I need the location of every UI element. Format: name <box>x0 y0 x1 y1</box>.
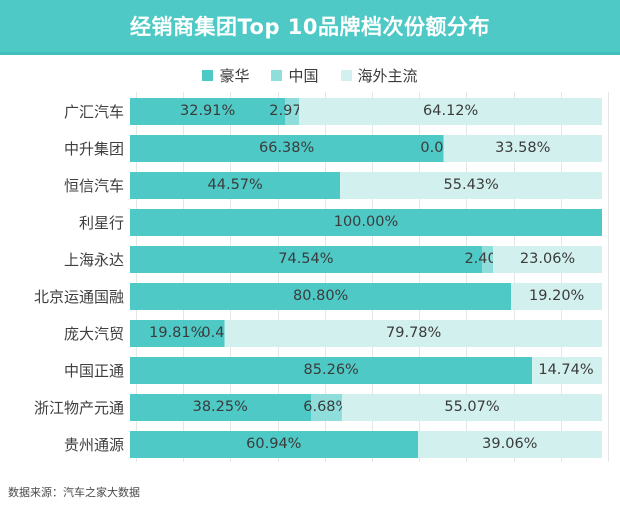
bar-segment[interactable] <box>443 135 602 162</box>
category-label: 庞大汽贸 <box>63 325 124 343</box>
legend-item[interactable]: 中国 <box>271 65 319 86</box>
bar-segment[interactable] <box>225 320 602 347</box>
bar-segment[interactable] <box>223 320 226 347</box>
legend-swatch-icon <box>340 69 352 81</box>
stacked-bar: 66.38%0.04%33.58% <box>130 135 602 162</box>
stacked-bar: 44.57% 55.43% <box>130 172 602 199</box>
bar-segment[interactable] <box>417 431 602 458</box>
category-label: 浙江物产元通 <box>33 399 124 417</box>
bar-segment[interactable] <box>310 394 343 421</box>
bar-row[interactable]: 利星行 100.00% <box>0 209 620 236</box>
stacked-bar: 32.91% 2.97% 64.12% <box>130 98 602 125</box>
bar-row[interactable]: 中国正通 85.26% 14.74% <box>0 357 620 384</box>
bar-segment[interactable] <box>130 357 533 384</box>
bar-segment[interactable] <box>130 394 311 421</box>
bar-segment[interactable] <box>130 320 224 347</box>
category-label: 北京运通国融 <box>33 288 124 306</box>
stacked-bar: 19.81%0.40%79.78% <box>130 320 602 347</box>
bar-segment[interactable] <box>130 246 482 273</box>
chart-header: 经销商集团Top 10品牌档次份额分布 <box>0 0 620 52</box>
bar-segment[interactable] <box>130 283 512 310</box>
header-divider <box>0 52 620 55</box>
legend-item[interactable]: 豪华 <box>202 65 249 86</box>
bar-row[interactable]: 贵州通源 60.94% 39.06% <box>0 431 620 458</box>
stacked-bar: 60.94% 39.06% <box>130 431 602 458</box>
bar-segment[interactable] <box>340 172 602 199</box>
plot-area: 广汇汽车 32.91%2.97%64.12% 中升集团 66.38%0.04%33.5… <box>0 92 620 462</box>
bar-segment[interactable] <box>342 394 602 421</box>
chart-legend: 豪华 中国 海外主流 <box>0 62 620 88</box>
bar-rows: 广汇汽车 32.91%2.97%64.12% 中升集团 66.38%0.04%33.5… <box>0 92 620 462</box>
bar-segment[interactable] <box>481 246 494 273</box>
bar-row[interactable]: 浙江物产元通 38.25% 6.68% 55.07% <box>0 394 620 421</box>
bar-segment[interactable] <box>511 283 602 310</box>
bar-segment[interactable] <box>130 209 602 236</box>
legend-swatch-icon <box>271 69 283 81</box>
bar-row[interactable]: 广汇汽车 32.91% 2.97% 64.12% <box>0 98 620 125</box>
page-title: 经销商集团Top 10品牌档次份额分布 <box>129 15 491 39</box>
category-label: 广汇汽车 <box>63 103 124 121</box>
legend-swatch-icon <box>202 69 214 81</box>
bar-row[interactable]: 恒信汽车 44.57% 55.43% <box>0 172 620 199</box>
category-label: 利星行 <box>78 214 124 232</box>
stacked-bar: 38.25% 6.68% 55.07% <box>130 394 602 421</box>
bar-segment[interactable] <box>299 98 602 125</box>
bar-segment[interactable] <box>130 172 341 199</box>
stacked-bar: 74.54% 2.40% 23.06% <box>130 246 602 273</box>
bar-segment[interactable] <box>130 431 418 458</box>
bar-row[interactable]: 北京运通国融 80.80% 19.20% <box>0 283 620 310</box>
bar-segment[interactable] <box>130 98 286 125</box>
stacked-bar: 80.80% 19.20% <box>130 283 602 310</box>
bar-row[interactable]: 中升集团 66.38%0.04%33.58% <box>0 135 620 162</box>
category-label: 中国正通 <box>63 362 124 380</box>
category-label: 中升集团 <box>63 140 124 158</box>
bar-row[interactable]: 上海永达 74.54% 2.40% 23.06% <box>0 246 620 273</box>
legend-label: 豪华 <box>219 66 250 85</box>
category-label: 上海永达 <box>63 251 124 269</box>
stacked-bar: 85.26% 14.74% <box>130 357 602 384</box>
stacked-bar: 100.00% <box>130 209 602 236</box>
bar-segment[interactable] <box>532 357 602 384</box>
legend-label: 中国 <box>288 66 319 85</box>
category-label: 贵州通源 <box>63 436 124 454</box>
legend-item[interactable]: 海外主流 <box>340 65 418 86</box>
bar-row[interactable]: 庞大汽贸 19.81%0.40%79.78% <box>0 320 620 347</box>
source-note: 数据来源：汽车之家大数据 <box>8 486 140 499</box>
bar-segment[interactable] <box>130 135 444 162</box>
bar-segment[interactable] <box>493 246 602 273</box>
category-label: 恒信汽车 <box>63 177 124 195</box>
legend-label: 海外主流 <box>357 66 418 85</box>
bar-segment[interactable] <box>285 98 300 125</box>
